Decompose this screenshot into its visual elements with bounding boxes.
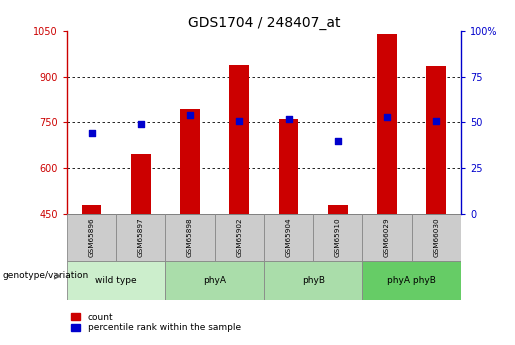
Bar — [180, 109, 200, 214]
Text: wild type: wild type — [95, 276, 137, 285]
Text: GSM65902: GSM65902 — [236, 218, 243, 257]
Point — [136, 121, 145, 127]
Bar — [426, 66, 446, 214]
Text: GSM65896: GSM65896 — [89, 218, 95, 257]
Bar — [264, 262, 363, 300]
Text: GSM66030: GSM66030 — [433, 218, 439, 257]
Text: GSM66029: GSM66029 — [384, 218, 390, 257]
Text: GSM65910: GSM65910 — [335, 218, 341, 257]
Point — [235, 118, 244, 124]
Text: genotype/variation: genotype/variation — [3, 272, 89, 280]
Text: phyA phyB: phyA phyB — [387, 276, 436, 285]
Point — [383, 114, 391, 120]
Bar — [131, 155, 151, 214]
Bar — [67, 214, 116, 262]
Text: GSM65898: GSM65898 — [187, 218, 193, 257]
Bar — [264, 214, 313, 262]
Legend: count, percentile rank within the sample: count, percentile rank within the sample — [72, 313, 241, 333]
Text: GSM65904: GSM65904 — [285, 218, 291, 257]
Bar — [363, 214, 411, 262]
Bar — [165, 214, 215, 262]
Point — [334, 138, 342, 144]
Text: GSM65897: GSM65897 — [138, 218, 144, 257]
Bar — [363, 262, 461, 300]
Bar — [165, 262, 264, 300]
Point — [186, 112, 194, 118]
Point — [284, 116, 293, 121]
Text: phyB: phyB — [302, 276, 324, 285]
Bar — [313, 214, 363, 262]
Bar — [411, 214, 461, 262]
Text: phyA: phyA — [203, 276, 226, 285]
Bar — [328, 205, 348, 214]
Point — [432, 118, 440, 124]
Title: GDS1704 / 248407_at: GDS1704 / 248407_at — [187, 16, 340, 30]
Bar — [215, 214, 264, 262]
Bar — [230, 65, 249, 214]
Bar — [82, 205, 101, 214]
Bar — [116, 214, 165, 262]
Bar — [67, 262, 165, 300]
Point — [88, 131, 96, 136]
Bar — [279, 119, 298, 214]
Bar — [377, 34, 397, 214]
